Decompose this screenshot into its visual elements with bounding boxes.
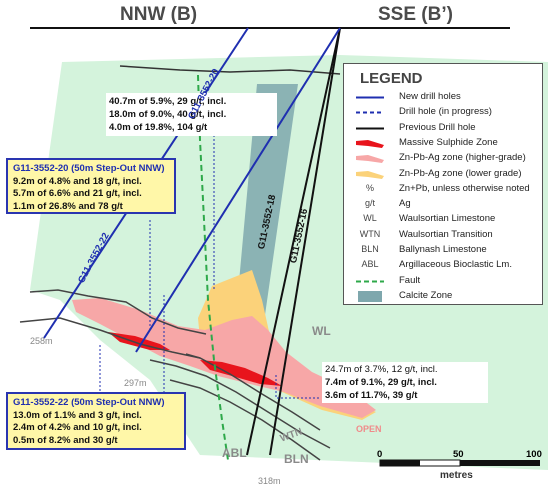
callout-line: 24.7m of 3.7%, 12 g/t, incl. <box>325 364 438 375</box>
legend-label: Ballynash Limestone <box>399 244 487 255</box>
legend-symbol-box <box>358 290 382 302</box>
unit-label-open: OPEN <box>356 424 382 434</box>
legend-item: ABL Argillaceous Bioclastic Lm. <box>344 259 542 272</box>
legend-label: Zn-Pb-Ag zone (higher-grade) <box>399 152 526 164</box>
legend-label: Zn+Pb, unless otherwise noted <box>399 182 530 194</box>
scale-tick-50: 50 <box>453 449 464 460</box>
callout-line: 3.6m of 11.7%, 39 g/t <box>325 390 418 401</box>
result-box-row: 1.1m of 26.8% and 78 g/t <box>13 200 123 212</box>
legend-symbol-lens <box>356 155 384 164</box>
unit-label-bln: BLN <box>284 452 309 466</box>
result-box-row: 2.4m of 4.2% and 10 g/t, incl. <box>13 422 142 433</box>
stratigraphic-contact-5 <box>169 379 321 461</box>
stratigraphic-contact-1 <box>29 289 207 335</box>
legend-label: Waulsortian Limestone <box>399 213 496 225</box>
drill-hole-g11-3552-20 <box>135 27 341 353</box>
result-box-header: G11-3552-20 (50m Step-Out NNW) <box>13 163 165 174</box>
legend-label: Calcite Zone <box>399 289 453 301</box>
legend-item: Massive Sulphide Zone <box>344 137 542 150</box>
stratigraphic-contact-2 <box>19 317 201 359</box>
intercept-callout-hole-16: 24.7m of 3.7%, 12 g/t, incl. 7.4m of 9.1… <box>322 362 488 403</box>
result-box-row: 9.2m of 4.8% and 18 g/t, incl. <box>13 175 142 187</box>
section-end-label-left: NNW (B) <box>120 4 198 25</box>
result-box-hole-22: G11-3552-22 (50m Step-Out NNW) 13.0m of … <box>6 392 186 450</box>
legend-symbol-dash <box>356 111 384 114</box>
legend-label: Zn-Pb-Ag zone (lower grade) <box>399 167 522 179</box>
legend-item: Zn-Pb-Ag zone (lower grade) <box>344 168 542 181</box>
massive-sulphide-lens-left <box>108 332 170 350</box>
drill-hole-g11-3552-18 <box>246 27 341 456</box>
stratigraphic-contact-3 <box>185 353 321 431</box>
legend-abbreviation: BLN <box>361 244 379 254</box>
depth-label-hole-22: 258m <box>30 336 53 346</box>
legend-item: BLN Ballynash Limestone <box>344 244 542 257</box>
lower-grade-zone-shape <box>198 270 376 420</box>
legend-item: WL Waulsortian Limestone <box>344 213 542 226</box>
scale-tick-0: 0 <box>377 449 383 460</box>
legend-item: WTN Waulsortian Transition <box>344 229 542 242</box>
legend-symbol-fault <box>356 280 384 283</box>
leader-line-callout-16 <box>275 375 320 399</box>
scale-tick-100: 100 <box>526 449 542 460</box>
legend-abbreviation: g/t <box>364 198 375 209</box>
unit-label-wl: WL <box>312 324 331 338</box>
legend-abbreviation: WL <box>363 213 377 224</box>
result-box-row: 0.5m of 8.2% and 30 g/t <box>13 434 118 446</box>
callout-line: 4.0m of 19.8%, 104 g/t <box>109 122 208 133</box>
legend-item: g/t Ag <box>344 198 542 211</box>
legend-label: Ag <box>399 198 411 210</box>
upper-contact-line <box>119 65 341 75</box>
unit-label-abl: ABL <box>222 446 247 460</box>
legend-item: Calcite Zone <box>344 290 542 303</box>
callout-line: 7.4m of 9.1%, 29 g/t, incl. <box>325 377 437 388</box>
legend-label: New drill holes <box>399 91 461 102</box>
legend-label: Massive Sulphide Zone <box>399 136 498 148</box>
legend-item: Drill hole (in progress) <box>344 106 542 119</box>
scale-bar <box>379 459 540 467</box>
legend-abbreviation: WTN <box>359 228 381 239</box>
legend-label: Argillaceous Bioclastic Lm. <box>399 259 512 271</box>
result-box-row: 5.7m of 6.6% and 21 g/t, incl. <box>13 188 142 199</box>
legend-item: Previous Drill hole <box>344 122 542 135</box>
massive-sulphide-lens-right <box>200 360 282 386</box>
legend-symbol-line <box>356 127 384 130</box>
legend-item: % Zn+Pb, unless otherwise noted <box>344 183 542 196</box>
stratigraphic-contact-4 <box>149 359 331 449</box>
legend-abbreviation: ABL <box>361 259 379 270</box>
legend-label: Previous Drill hole <box>399 121 476 133</box>
legend-label: Drill hole (in progress) <box>399 106 492 118</box>
legend-symbol-lens <box>356 170 384 179</box>
legend-panel: LEGEND New drill holes Drill hole (in pro… <box>343 63 543 305</box>
callout-line: 40.7m of 5.9%, 29 g/t, incl. <box>109 96 227 107</box>
depth-label-hole-16: 318m <box>258 476 281 486</box>
legend-item: New drill holes <box>344 91 542 104</box>
legend-item: Fault <box>344 275 542 288</box>
result-box-header: G11-3552-22 (50m Step-Out NNW) <box>13 397 165 408</box>
result-box-hole-20: G11-3552-20 (50m Step-Out NNW) 9.2m of 4… <box>6 158 176 214</box>
calcite-zone <box>236 84 298 315</box>
callout-line: 18.0m of 9.0%, 40 g/t, incl. <box>109 109 227 120</box>
section-end-label-right: SSE (B’) <box>378 4 453 25</box>
fault-line <box>197 74 229 461</box>
legend-item: Zn-Pb-Ag zone (higher-grade) <box>344 152 542 165</box>
legend-label: Fault <box>399 274 421 286</box>
intercept-callout-hole-20: 40.7m of 5.9%, 29 g/t, incl. 18.0m of 9.… <box>106 93 277 136</box>
legend-symbol-line <box>356 96 384 99</box>
result-box-row: 13.0m of 1.1% and 3 g/t, incl. <box>13 409 142 421</box>
depth-label-hole-20: 297m <box>124 378 147 388</box>
higher-grade-zone-shape <box>72 298 376 418</box>
legend-label: Waulsortian Transition <box>399 228 493 240</box>
drill-hole-g11-3552-16 <box>269 27 341 456</box>
legend-abbreviation: % <box>365 182 374 193</box>
legend-symbol-lens <box>356 139 384 148</box>
scale-unit: metres <box>440 470 473 481</box>
legend-title: LEGEND <box>360 70 423 87</box>
